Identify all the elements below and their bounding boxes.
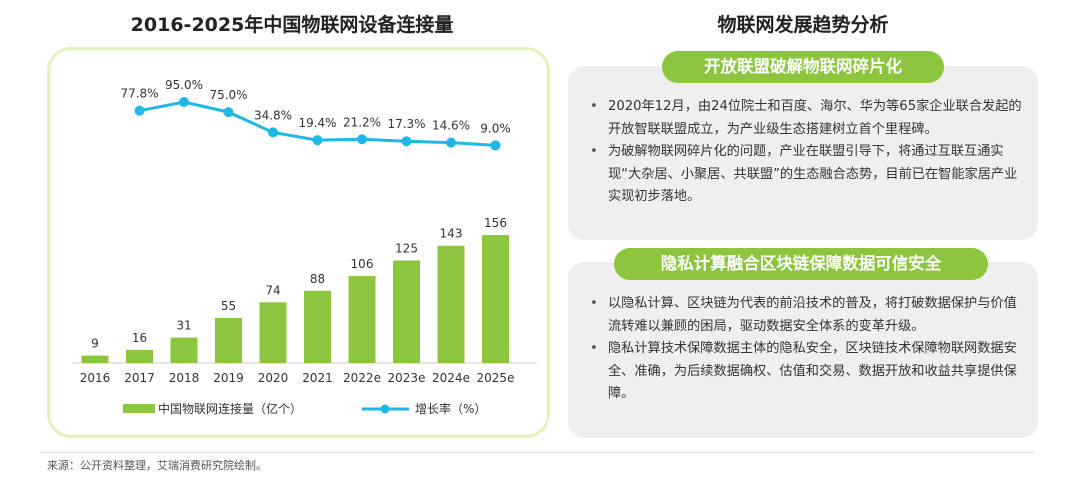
x-tick-2021: 2021 — [302, 371, 333, 385]
growth-label-2019: 75.0% — [209, 88, 247, 102]
section2-bullets: 以隐私计算、区块链为代表的前沿技术的普及，将打破数据保护与价值流转难以兼顾的困局… — [590, 293, 1022, 406]
divider — [40, 452, 1035, 453]
bar-2017 — [126, 349, 153, 363]
growth-label-2018: 95.0% — [165, 78, 203, 92]
legend-bar-label: 中国物联网连接量（亿个） — [158, 401, 302, 416]
legend-line-marker — [380, 404, 390, 414]
bar-label-2016: 9 — [91, 337, 99, 351]
growth-point-2020 — [268, 127, 278, 138]
growth-point-2025e — [490, 140, 501, 151]
x-tick-2022e: 2022e — [343, 371, 381, 385]
growth-label-2025e: 9.0% — [480, 121, 511, 135]
bar-2016 — [81, 355, 109, 363]
growth-point-2021 — [312, 135, 323, 146]
growth-label-2022e: 21.2% — [343, 115, 381, 129]
bar-2021 — [304, 290, 331, 363]
growth-point-2023e — [401, 136, 412, 147]
bar-2020 — [259, 302, 287, 363]
section1-bullets: 2020年12月，由24位院士和百度、海尔、华为等65家企业联合发起的开放智联联… — [590, 96, 1022, 209]
bar-label-2023e: 125 — [395, 242, 418, 256]
growth-label-2020: 34.8% — [254, 108, 292, 122]
bar-2019 — [215, 317, 242, 363]
x-tick-2023e: 2023e — [388, 371, 426, 385]
x-tick-2025e: 2025e — [477, 371, 515, 385]
growth-point-2022e — [357, 134, 367, 145]
source-note: 来源：公开资料整理，艾瑞消费研究院绘制。 — [47, 459, 267, 472]
growth-label-2024e: 14.6% — [432, 119, 470, 133]
bar-label-2020: 74 — [265, 283, 280, 297]
bar-label-2025e: 156 — [484, 216, 507, 230]
bar-2023e — [393, 260, 420, 363]
bar-label-2018: 31 — [176, 319, 191, 333]
growth-point-2019 — [223, 107, 234, 118]
legend-bar-swatch — [123, 404, 155, 413]
bar-2018 — [170, 337, 198, 363]
growth-point-2024e — [446, 137, 456, 148]
x-tick-2016: 2016 — [80, 371, 111, 385]
bar-2025e — [482, 235, 509, 363]
growth-label-2017: 77.8% — [120, 87, 158, 101]
legend-line-label: 增长率（%） — [415, 401, 486, 416]
section2-bullet-1: 以隐私计算、区块链为代表的前沿技术的普及，将打破数据保护与价值流转难以兼顾的困局… — [590, 293, 1022, 338]
bar-label-2021: 88 — [310, 272, 325, 286]
x-tick-2018: 2018 — [169, 371, 200, 385]
section2-bullet-2: 隐私计算技术保障数据主体的隐私安全，区块链技术保障物联网数据安全、准确，为后续数… — [590, 338, 1022, 406]
section2-title: 隐私计算融合区块链保障数据可信安全 — [614, 248, 988, 280]
bar-label-2022e: 106 — [351, 257, 374, 271]
x-tick-2019: 2019 — [213, 371, 244, 385]
chart-frame — [47, 47, 550, 438]
section1-bullet-2: 为破解物联网碎片化的问题，产业在联盟引导下，将通过互联互通实现“大杂居、小聚居、… — [590, 141, 1022, 209]
growth-label-2021: 19.4% — [298, 116, 336, 130]
bar-label-2024e: 143 — [440, 227, 463, 241]
growth-point-2018 — [179, 97, 189, 107]
connections-chart: 9 2016 16 2017 31 2018 55 2019 74 2020 88 2021 106 20… — [73, 78, 537, 416]
section1-title: 开放联盟破解物联网碎片化 — [662, 51, 944, 83]
analysis-title: 物联网发展趋势分析 — [717, 14, 889, 36]
x-tick-2017: 2017 — [124, 371, 155, 385]
bar-label-2019: 55 — [221, 299, 236, 313]
bar-2024e — [437, 245, 465, 363]
chart-title: 2016-2025年中国物联网设备连接量 — [130, 14, 454, 36]
bar-2022e — [348, 276, 376, 363]
x-tick-2020: 2020 — [258, 371, 289, 385]
x-tick-2024e: 2024e — [432, 371, 470, 385]
bar-label-2017: 16 — [132, 331, 147, 345]
growth-point-2017 — [134, 105, 145, 116]
growth-label-2023e: 17.3% — [387, 117, 425, 131]
section1-bullet-1: 2020年12月，由24位院士和百度、海尔、华为等65家企业联合发起的开放智联联… — [590, 96, 1022, 141]
